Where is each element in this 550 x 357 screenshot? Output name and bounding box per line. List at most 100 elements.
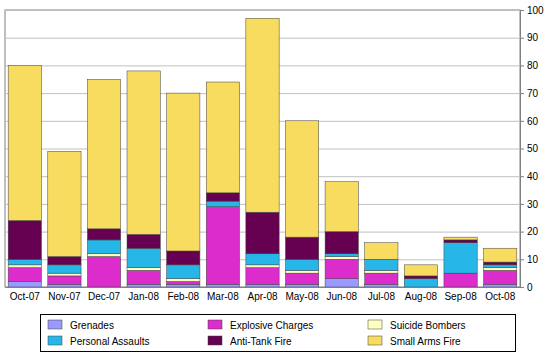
bar-segment (365, 243, 398, 260)
y-tick: 30 (520, 199, 539, 210)
y-tick-label: 30 (527, 199, 539, 210)
legend-box (41, 315, 516, 352)
legend-swatch (48, 320, 62, 329)
bar-segment (404, 265, 437, 276)
bar-segment (444, 243, 477, 273)
legend-swatch (208, 320, 222, 329)
x-tick: Jul-08 (368, 287, 396, 302)
bar-segment (167, 251, 200, 265)
x-tick-label: May-08 (285, 291, 319, 302)
y-tick-label: 90 (527, 32, 539, 43)
bar-segment (48, 265, 81, 273)
y-tick-mark (520, 149, 524, 150)
x-tick: Feb-08 (167, 287, 199, 302)
bar-segment (167, 279, 200, 282)
bar-segment (246, 284, 279, 287)
x-tick: Nov-07 (48, 287, 81, 302)
x-tick-label: Jan-08 (128, 291, 159, 302)
legend-label: Anti-Tank Fire (230, 336, 292, 347)
y-axis-line (521, 11, 525, 288)
bar-segment (325, 259, 358, 278)
x-tick-label: Jun-08 (326, 291, 357, 302)
bar-segment (48, 284, 81, 287)
y-tick-mark (520, 204, 524, 205)
bar-segment (285, 237, 318, 259)
bar-segment (484, 268, 517, 271)
bar-segment (246, 212, 279, 254)
bar-segment (48, 276, 81, 284)
bar-segment (8, 281, 41, 287)
x-tick-label: Dec-07 (88, 291, 121, 302)
y-tick-mark (520, 38, 524, 39)
bar-segment (206, 207, 239, 285)
y-tick-label: 70 (527, 88, 539, 99)
bars (8, 18, 517, 287)
bar-segment (484, 270, 517, 284)
y-tick: 10 (520, 254, 539, 265)
x-tick: Oct-08 (485, 287, 515, 302)
bar-segment (246, 18, 279, 212)
bar-segment (127, 248, 160, 267)
bar-segment (8, 265, 41, 268)
y-tick: 70 (520, 88, 539, 99)
x-tick-label: Oct-07 (10, 291, 40, 302)
grid-line (5, 287, 520, 288)
y-tick-mark (520, 65, 524, 66)
bar-segment (87, 79, 120, 229)
bar-segment (365, 284, 398, 287)
bar-segment (285, 121, 318, 237)
bar-segment (444, 240, 477, 243)
series (8, 18, 517, 276)
bar-segment (127, 71, 160, 234)
x-tick-label: Jul-08 (368, 291, 396, 302)
x-tick-label: Feb-08 (167, 291, 199, 302)
bar-segment (127, 234, 160, 248)
bar-segment (87, 229, 120, 240)
x-tick-label: Nov-07 (48, 291, 81, 302)
bar-segment (285, 284, 318, 287)
legend-swatch (368, 320, 382, 329)
bar-segment (484, 248, 517, 262)
bar-segment (127, 270, 160, 284)
bar-segment (365, 259, 398, 270)
y-tick: 0 (520, 282, 533, 293)
y-tick: 80 (520, 60, 539, 71)
series (8, 201, 517, 287)
bar-segment (246, 268, 279, 285)
bar-segment (8, 221, 41, 260)
y-tick-label: 20 (527, 226, 539, 237)
bar-segment (8, 65, 41, 220)
legend-swatch (48, 336, 62, 345)
chart-svg: 0102030405060708090100Oct-07Nov-07Dec-07… (0, 0, 550, 357)
legend-swatch (368, 336, 382, 345)
bar-segment (206, 82, 239, 193)
legend-label: Personal Assaults (70, 336, 150, 347)
bar-segment (325, 279, 358, 287)
x-tick-label: Apr-08 (247, 291, 277, 302)
bar-segment (87, 257, 120, 287)
x-tick: Dec-07 (88, 287, 121, 302)
x-tick: Jan-08 (128, 287, 159, 302)
bar-segment (285, 270, 318, 273)
bar-segment (87, 240, 120, 254)
x-axis: Oct-07Nov-07Dec-07Jan-08Feb-08Mar-08Apr-… (6, 287, 521, 302)
series (8, 254, 517, 282)
x-tick: Oct-07 (10, 287, 40, 302)
y-tick: 60 (520, 116, 539, 127)
x-tick-label: Aug-08 (405, 291, 438, 302)
bar-segment (484, 262, 517, 265)
legend-label: Explosive Charges (230, 320, 313, 331)
bar-segment (48, 257, 81, 265)
y-tick-mark (520, 287, 524, 288)
bar-segment (206, 193, 239, 201)
x-tick: Aug-08 (405, 287, 438, 302)
x-tick: May-08 (285, 287, 319, 302)
y-axis: 0102030405060708090100 (520, 5, 544, 293)
x-tick-label: Sep-08 (444, 291, 477, 302)
y-tick-mark (520, 232, 524, 233)
bar-segment (167, 93, 200, 251)
bar-segment (8, 268, 41, 282)
bar-segment (404, 279, 437, 287)
bar-segment (404, 276, 437, 279)
bar-segment (8, 259, 41, 265)
